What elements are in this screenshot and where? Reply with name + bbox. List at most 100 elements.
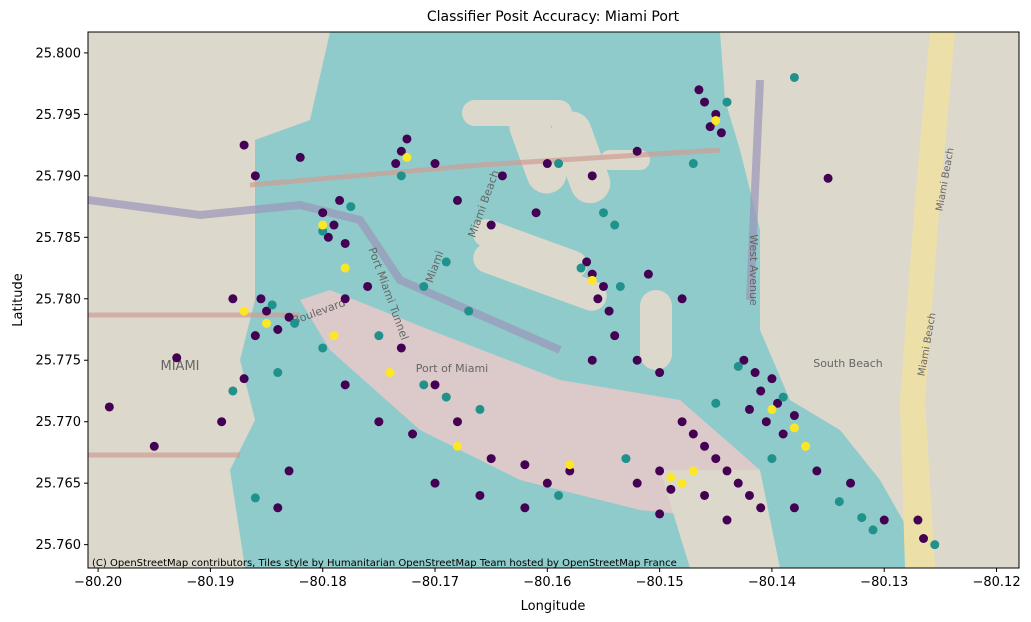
point	[273, 325, 283, 335]
point	[756, 503, 766, 513]
x-axis-label: Longitude	[521, 599, 586, 614]
map-label: Port of Miami	[416, 362, 488, 375]
point	[323, 232, 333, 242]
point	[273, 368, 283, 378]
point	[340, 238, 350, 248]
point	[587, 275, 597, 285]
point	[475, 490, 485, 500]
point	[318, 220, 328, 230]
point	[346, 202, 356, 212]
point	[789, 503, 799, 513]
point	[700, 441, 710, 451]
point	[913, 515, 923, 525]
point	[217, 417, 227, 427]
map-label: South Beach	[813, 357, 883, 370]
point	[688, 466, 698, 476]
y-axis-label: Latitude	[11, 273, 26, 327]
point	[587, 355, 597, 365]
point	[172, 353, 182, 363]
point	[340, 380, 350, 390]
point	[632, 355, 642, 365]
point	[643, 269, 653, 279]
y-tick-label: 25.770	[36, 415, 82, 430]
point	[402, 134, 412, 144]
map-tiles	[88, 32, 1019, 568]
point	[879, 515, 889, 525]
point	[486, 220, 496, 230]
point	[284, 466, 294, 476]
point	[716, 128, 726, 138]
point	[396, 146, 406, 156]
point	[430, 159, 440, 169]
point	[391, 159, 401, 169]
point	[497, 171, 507, 181]
point	[340, 263, 350, 273]
point	[290, 318, 300, 328]
x-tick-label: −80.14	[748, 575, 796, 590]
point	[801, 441, 811, 451]
point	[711, 398, 721, 408]
point	[262, 318, 272, 328]
chart-title: Classifier Posit Accuracy: Miami Port	[427, 9, 680, 25]
point	[239, 374, 249, 384]
point	[374, 331, 384, 341]
point	[767, 404, 777, 414]
point	[396, 171, 406, 181]
point	[250, 493, 260, 503]
point	[919, 533, 929, 543]
y-tick-label: 25.795	[36, 108, 82, 123]
x-tick-label: −80.12	[972, 575, 1020, 590]
point	[452, 441, 462, 451]
point	[834, 497, 844, 507]
point	[464, 306, 474, 316]
point	[402, 152, 412, 162]
point	[318, 208, 328, 218]
point	[677, 417, 687, 427]
y-tick-label: 25.775	[36, 354, 82, 369]
point	[554, 490, 564, 500]
point	[739, 355, 749, 365]
point	[610, 220, 620, 230]
map-label: MIAMI	[161, 359, 200, 374]
point	[452, 195, 462, 205]
point	[789, 423, 799, 433]
x-tick-label: −80.16	[523, 575, 571, 590]
point	[340, 294, 350, 304]
point	[430, 380, 440, 390]
point	[318, 343, 328, 353]
attribution: (C) OpenStreetMap contributors, Tiles st…	[92, 558, 677, 569]
point	[554, 159, 564, 169]
point	[419, 380, 429, 390]
y-tick-label: 25.785	[36, 231, 82, 246]
point	[239, 140, 249, 150]
point	[778, 392, 788, 402]
point	[711, 116, 721, 126]
point	[857, 513, 867, 523]
point	[694, 85, 704, 95]
point	[593, 294, 603, 304]
map-label: West Avenue	[747, 234, 760, 306]
point	[930, 540, 940, 550]
point	[104, 402, 114, 412]
point	[744, 490, 754, 500]
point	[250, 171, 260, 181]
point	[789, 72, 799, 82]
point	[267, 300, 277, 310]
points	[104, 72, 940, 550]
point	[419, 281, 429, 291]
x-tick-label: −80.15	[636, 575, 684, 590]
point	[688, 159, 698, 169]
point	[239, 306, 249, 316]
point	[677, 294, 687, 304]
x-tick-label: −80.20	[74, 575, 122, 590]
point	[329, 220, 339, 230]
point	[408, 429, 418, 439]
point	[475, 404, 485, 414]
point	[621, 454, 631, 464]
point	[531, 208, 541, 218]
point	[256, 294, 266, 304]
point	[430, 478, 440, 488]
point	[722, 466, 732, 476]
point	[688, 429, 698, 439]
